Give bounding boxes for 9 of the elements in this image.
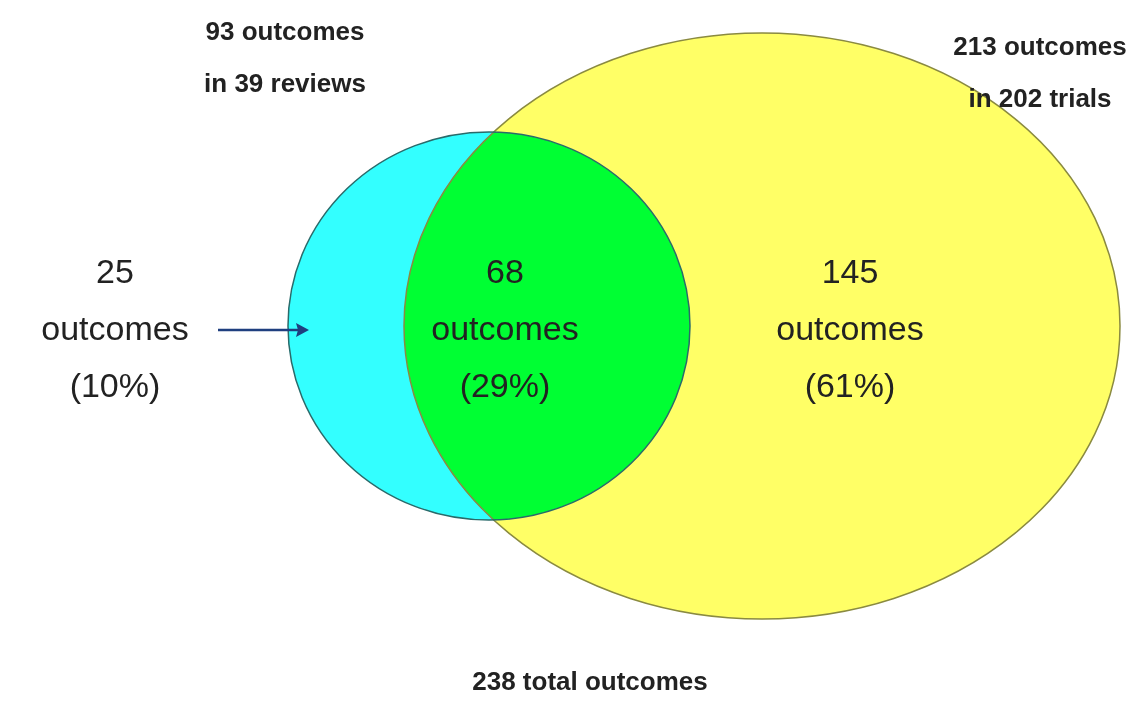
data-label: 145	[821, 252, 879, 290]
data-label: 25	[96, 252, 134, 290]
category-label: outcomes (10%)	[41, 309, 189, 404]
category-label: outcomes (29%)	[431, 309, 579, 404]
text: 93 outcomes in 39 reviews	[204, 16, 366, 98]
category-label: outcomes (61%)	[776, 309, 924, 404]
text: 213 outcomes in 202 trials	[953, 31, 1127, 113]
data-label: 68	[486, 252, 524, 290]
text: 238 total outcomes	[472, 666, 708, 696]
